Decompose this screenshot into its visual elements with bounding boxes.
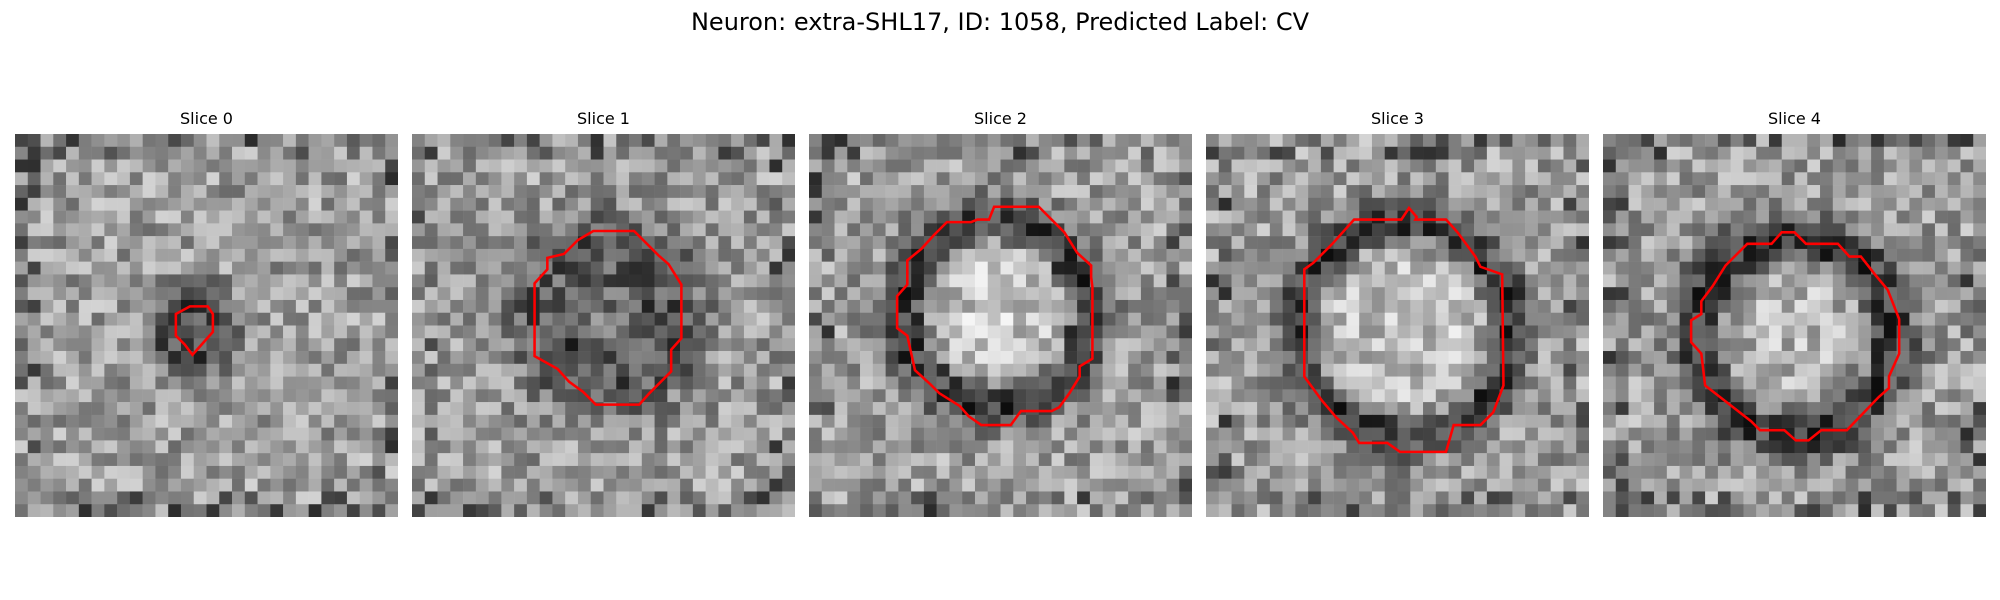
segmentation-contour: [1303, 205, 1505, 454]
slice-title: Slice 2: [974, 109, 1027, 128]
slice-image: [15, 134, 398, 517]
slice-title: Slice 4: [1768, 109, 1821, 128]
segmentation-contour: [174, 305, 215, 357]
segmentation-contour: [533, 229, 683, 406]
segmentation-contour: [1689, 231, 1901, 442]
figure-title: Neuron: extra-SHL17, ID: 1058, Predicted…: [690, 8, 1310, 36]
slice-title: Slice 1: [577, 109, 630, 128]
slice-image: [1206, 134, 1589, 517]
slice-image: [1603, 134, 1986, 517]
slice-image: [412, 134, 795, 517]
slice-title: Slice 0: [180, 109, 233, 128]
slice-image: [809, 134, 1192, 517]
slice-title: Slice 3: [1371, 109, 1424, 128]
segmentation-contour: [895, 205, 1094, 427]
